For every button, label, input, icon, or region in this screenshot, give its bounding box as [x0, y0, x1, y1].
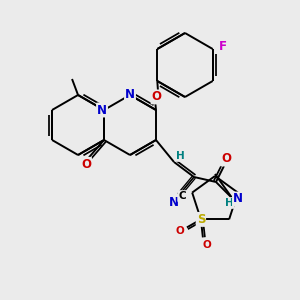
Text: C: C [178, 191, 186, 201]
Text: F: F [219, 40, 227, 53]
Text: H: H [176, 151, 184, 161]
Text: O: O [221, 152, 231, 166]
Text: O: O [176, 226, 184, 236]
Text: O: O [81, 158, 91, 171]
Text: H: H [225, 198, 233, 208]
Text: S: S [196, 213, 205, 226]
Text: N: N [169, 196, 179, 208]
Text: N: N [233, 193, 243, 206]
Text: O: O [202, 240, 211, 250]
Text: N: N [125, 88, 135, 101]
Text: N: N [97, 103, 107, 116]
Text: O: O [152, 90, 162, 104]
